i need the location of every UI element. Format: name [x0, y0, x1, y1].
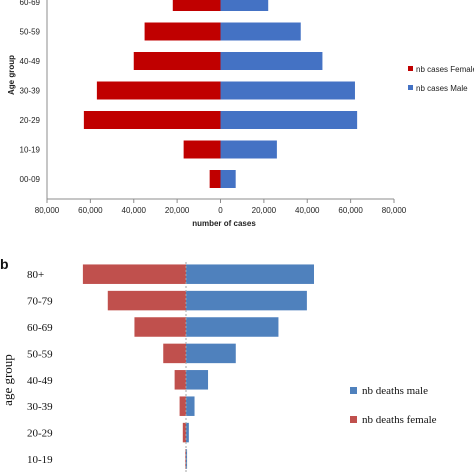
bar-male-cases [220, 52, 323, 70]
bar-female-cases [209, 170, 221, 188]
panel-label-b: b [0, 256, 9, 272]
legend-label-female-a: nb cases Female [416, 65, 474, 74]
bar-male-cases [220, 111, 358, 129]
x-tick-label-a: 40,000 [295, 206, 320, 215]
legend-swatch-female-a [408, 66, 413, 71]
y-tick-label-b: 50-59 [27, 348, 53, 360]
bar-female-deaths [182, 422, 186, 443]
y-tick-label-b: 20-29 [27, 428, 53, 440]
y-tick-label-a: 60-69 [20, 0, 41, 7]
y-tick-label-b: 40-49 [27, 375, 53, 387]
bar-female-deaths [82, 264, 186, 284]
y-tick-label-b: 70-79 [27, 296, 53, 308]
bar-male-cases [220, 81, 355, 100]
bar-male-deaths [186, 370, 209, 390]
legend-swatch-female-b [350, 416, 357, 423]
bar-male-deaths [186, 396, 195, 416]
y-tick-label-a: 30-39 [20, 87, 41, 96]
legend-label-female-b: nb deaths female [362, 414, 437, 426]
x-tick-label-a: 40,000 [122, 206, 147, 215]
y-tick-label-a: 10-19 [20, 146, 41, 155]
y-axis-title-b: age group [0, 354, 15, 406]
legend-label-male-b: nb deaths male [362, 385, 428, 397]
y-tick-label-a: 40-49 [20, 57, 41, 66]
legend-swatch-male-a [408, 85, 413, 90]
y-axis-title-a: Age group [7, 55, 16, 95]
x-tick-label-a: 0 [218, 206, 223, 215]
x-tick-label-a: 80,000 [382, 206, 407, 215]
bar-male-deaths [186, 343, 236, 364]
y-tick-label-b: 60-69 [27, 322, 53, 334]
bar-female-deaths [174, 370, 186, 390]
x-axis-title-a: number of cases [192, 219, 256, 228]
x-tick-label-a: 60,000 [78, 206, 103, 215]
bar-female-cases [172, 0, 221, 11]
bar-male-cases [220, 22, 301, 41]
bar-female-deaths [107, 290, 186, 311]
bar-male-cases [220, 140, 277, 159]
deaths-pyramid-chart: b age group nb deaths male nb deaths fem… [0, 256, 437, 474]
bar-male-deaths [186, 264, 314, 284]
x-tick-label-a: 20,000 [252, 206, 277, 215]
y-tick-label-b: 80+ [27, 269, 44, 281]
bar-female-deaths [134, 317, 186, 337]
legend-swatch-male-b [350, 387, 357, 394]
bar-male-deaths [186, 290, 307, 311]
cases-pyramid-chart: Age group number of cases nb cases Femal… [7, 0, 474, 228]
y-tick-label-a: 50-59 [20, 28, 41, 37]
y-tick-label-b: 30-39 [27, 401, 53, 413]
x-tick-label-a: 60,000 [338, 206, 363, 215]
bar-male-deaths [186, 449, 188, 469]
bar-male-deaths [186, 317, 279, 337]
bar-male-deaths [186, 422, 189, 443]
bar-female-cases [83, 111, 221, 129]
bar-female-deaths [179, 396, 186, 416]
x-tick-label-a: 20,000 [165, 206, 190, 215]
x-tick-label-a: 80,000 [35, 206, 60, 215]
y-tick-label-b: 10-19 [27, 454, 53, 466]
y-tick-label-a: 00-09 [20, 175, 41, 184]
bar-female-deaths [163, 343, 186, 364]
bar-female-cases [133, 52, 221, 70]
bar-female-cases [96, 81, 221, 100]
bar-female-cases [183, 140, 221, 159]
legend-label-male-a: nb cases Male [416, 84, 468, 93]
bar-female-cases [144, 22, 221, 41]
bar-male-cases [220, 0, 269, 11]
bar-male-cases [220, 170, 236, 188]
y-tick-label-a: 20-29 [20, 116, 41, 125]
